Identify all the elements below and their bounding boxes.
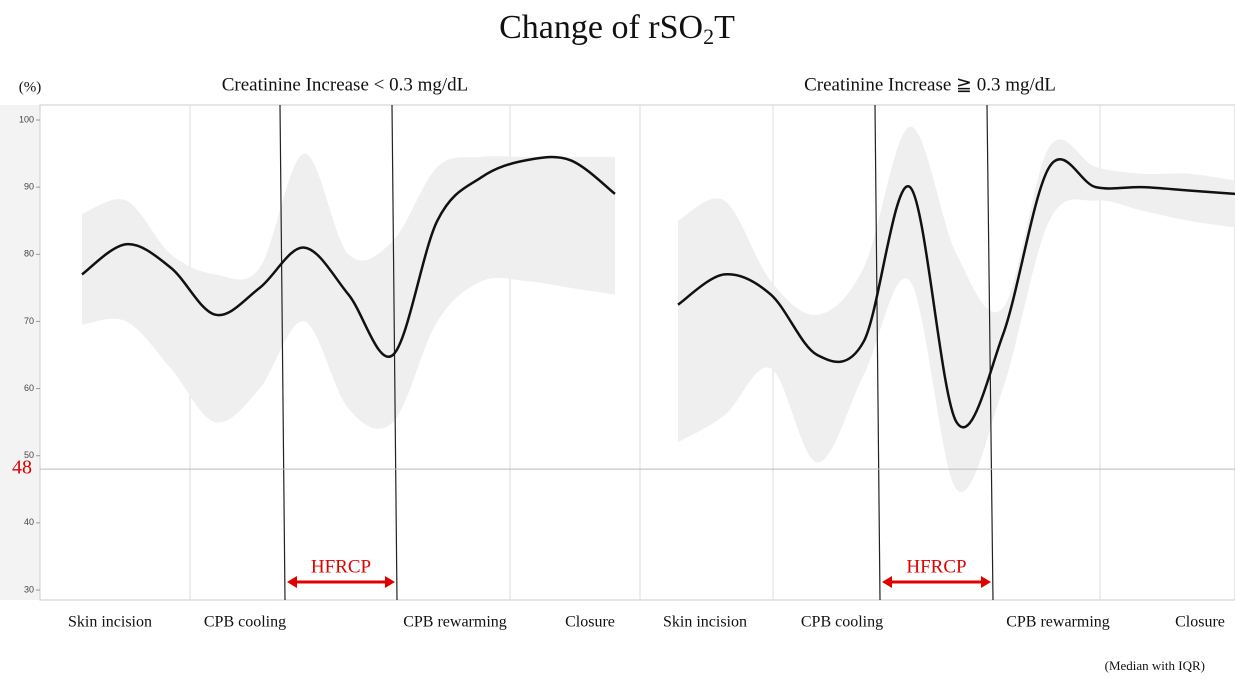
y-tick-label: 60 [24, 383, 34, 393]
y-tick-label: 30 [24, 584, 34, 594]
y-tick-label: 80 [24, 249, 34, 259]
chart-title: Change of rSO2T [499, 9, 735, 49]
title-part: Change of rSO [499, 9, 703, 46]
reference-label: 48 [12, 457, 32, 479]
hfrcp-boundary [279, 104, 286, 601]
iqr-band [678, 126, 1235, 493]
footnote: (Median with IQR) [1105, 658, 1205, 673]
y-tick-label: 70 [24, 316, 34, 326]
annotation: HFRCP [311, 556, 371, 577]
median-line [677, 158, 1235, 429]
y-axis-label: (%) [19, 79, 42, 95]
panel-subtitle: Creatinine Increase ≧ 0.3 mg/dL [804, 74, 1056, 95]
x-tick-label: Skin incision [663, 614, 747, 631]
y-tick-label: 90 [24, 182, 34, 192]
median-line [81, 155, 616, 359]
x-tick-label: CPB cooling [204, 614, 286, 631]
x-tick-label: CPB rewarming [403, 614, 507, 631]
hfrcp-boundary [874, 104, 881, 601]
y-tick-label: 100 [19, 114, 34, 124]
x-tick-label: Closure [1175, 614, 1225, 631]
y-tick-label: 40 [24, 517, 34, 527]
x-tick-label: CPB rewarming [1006, 614, 1110, 631]
x-tick-label: Skin incision [68, 614, 152, 631]
title-subscript: 2 [703, 24, 714, 49]
y-tick-label: 50 [24, 450, 34, 460]
title-part: T [714, 9, 735, 46]
x-tick-label: Closure [565, 614, 615, 631]
hfrcp-boundary [986, 104, 994, 601]
panel-subtitle: Creatinine Increase < 0.3 mg/dL [222, 74, 469, 95]
x-tick-label: CPB cooling [801, 614, 883, 631]
iqr-band [82, 153, 615, 429]
axis-background [0, 105, 40, 600]
annotation: HFRCP [906, 556, 966, 577]
